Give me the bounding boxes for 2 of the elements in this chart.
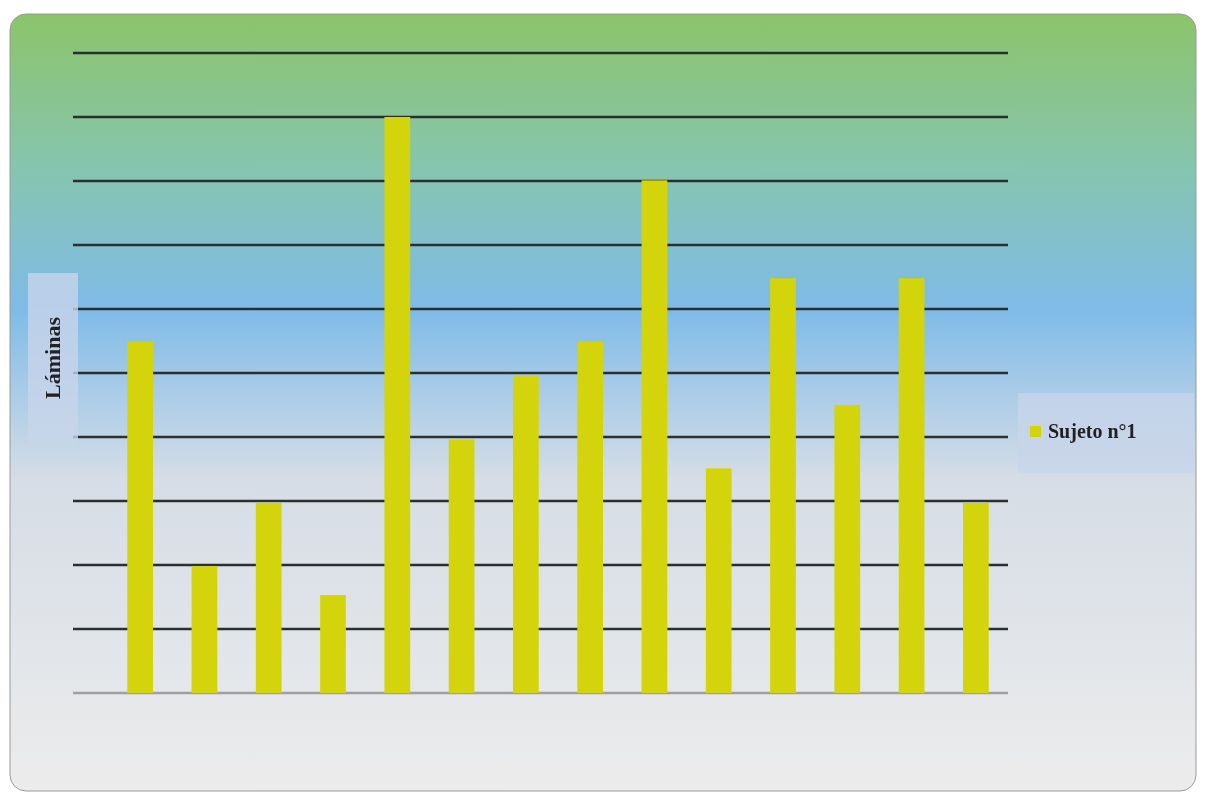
y-axis-title: Láminas [40,316,65,399]
legend-label: Sujeto n°1 [1048,420,1137,443]
